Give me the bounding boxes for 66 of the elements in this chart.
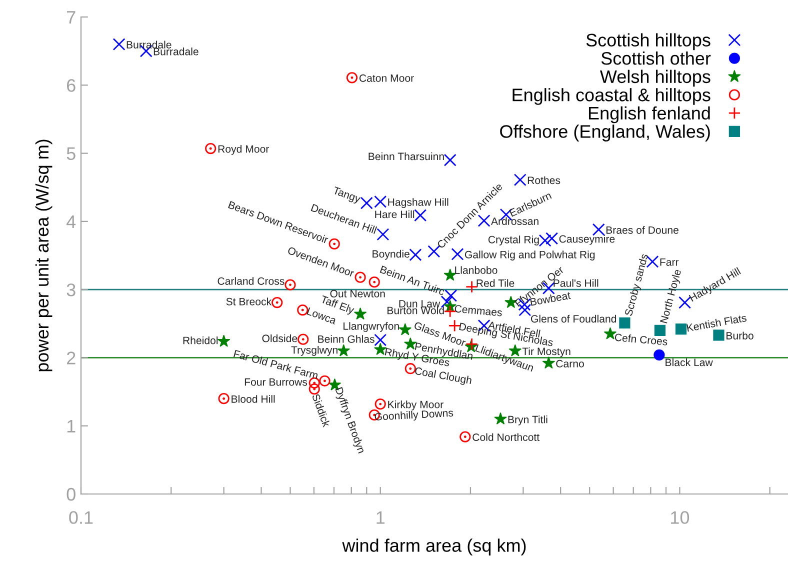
annotation: Oldside <box>262 334 298 342</box>
x-axis-title: wind farm area (sq km) <box>342 538 526 556</box>
annotation: Rheidol <box>183 336 218 344</box>
annotation: Glens of Foudland <box>530 314 616 323</box>
y-tick-label: 6 <box>67 79 76 92</box>
y-tick-label: 2 <box>67 352 76 364</box>
annotation: Blood Hill <box>232 395 275 403</box>
x-tick-label: 1 <box>376 511 384 524</box>
annotation: Beinn Tharsuinn <box>368 152 444 160</box>
annotation: Paul's Hill <box>554 279 598 287</box>
annotation: Lowca <box>306 307 338 324</box>
y-tick-label: 5 <box>66 147 76 160</box>
annotation: Hare Hill <box>375 210 414 218</box>
annotation: Cefn Croes <box>614 333 668 346</box>
annotation: Kentish Flats <box>686 314 747 332</box>
annotation: North Hoyle <box>660 268 684 324</box>
annotation: Coal Clough <box>414 366 472 386</box>
annotation: Cold Northcott <box>472 433 540 441</box>
x-tick-label: 10 <box>671 511 690 524</box>
y-axis-title: power per unit area (W/sq m) <box>35 140 52 372</box>
y-tick-label: 7 <box>67 11 76 24</box>
annotation: Causeymire <box>559 234 615 245</box>
annotation: Red Tile <box>476 279 514 287</box>
annotation: Tangy <box>332 186 362 205</box>
annotation: Crystal Rig <box>488 236 539 246</box>
legend-label: Offshore (England, Wales) <box>500 124 710 142</box>
annotation: Llangwryfon <box>344 322 399 332</box>
annotation: Braes of Doune <box>606 226 678 234</box>
legend-label: Scottish other <box>601 52 711 65</box>
annotation: Bryn Titli <box>508 416 548 426</box>
legend-label: Welsh hilltops <box>600 70 710 87</box>
annotation: Cemmaes <box>454 304 502 316</box>
annotation: Dun Law <box>399 300 440 308</box>
annotation: Carland Cross <box>218 277 284 285</box>
annotation: Rothes <box>528 176 560 184</box>
annotation: Royd Moor <box>218 144 270 155</box>
annotation: Dyffryn Brodyn <box>333 386 366 454</box>
annotation: Four Burrows <box>244 378 308 386</box>
annotation: Burradale <box>126 40 172 48</box>
legend-label: English coastal & hilltops <box>512 88 710 105</box>
annotation: Kirkby Moor <box>388 400 444 410</box>
annotation: Burradale <box>154 48 198 56</box>
y-tick-label: 1 <box>67 420 76 432</box>
annotation: St Breock <box>226 298 272 306</box>
annotation: Llanbobo <box>455 266 498 274</box>
y-tick-label: 4 <box>66 216 76 228</box>
annotation: Farr <box>660 258 679 266</box>
annotation: Siddick <box>312 393 331 428</box>
annotation: Gallow Rig and Polwhat Rig <box>464 250 595 260</box>
legend-label: English fenland <box>588 106 710 124</box>
annotation: Hagshaw Hill <box>388 198 448 208</box>
annotation: Burton Wold <box>388 306 444 314</box>
annotation: Caton Moor <box>359 74 414 82</box>
annotation: Trysglwyn <box>291 346 338 356</box>
annotation: Carno <box>556 360 584 368</box>
y-tick-label: 0 <box>66 488 76 501</box>
annotation: Boyndie <box>372 250 410 260</box>
y-tick-label: 3 <box>66 284 76 296</box>
annotation: Scroby sands <box>624 253 650 317</box>
annotation: Burbo <box>726 332 754 340</box>
annotation: Out Newton <box>330 290 385 298</box>
annotation: Black Law <box>666 358 713 366</box>
x-tick-label: 0.1 <box>69 511 93 524</box>
annotation: Beinn Ghlas <box>318 335 374 343</box>
legend-label: Scottish hilltops <box>586 33 710 50</box>
annotation: Ardrossan <box>491 217 538 225</box>
